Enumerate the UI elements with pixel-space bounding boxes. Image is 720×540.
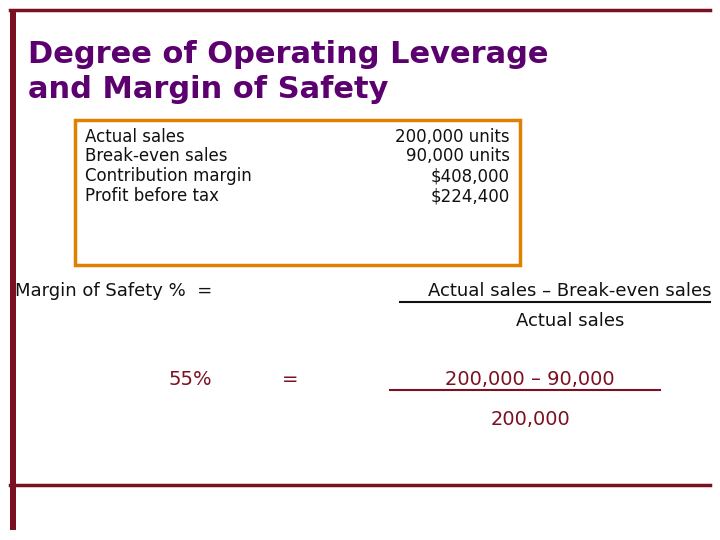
Text: $408,000: $408,000 xyxy=(431,167,510,185)
Text: $224,400: $224,400 xyxy=(431,187,510,205)
Text: Break-even sales: Break-even sales xyxy=(85,147,228,165)
Text: Contribution margin: Contribution margin xyxy=(85,167,252,185)
Bar xyxy=(10,10,16,530)
Text: and Margin of Safety: and Margin of Safety xyxy=(28,75,389,104)
Bar xyxy=(75,120,520,265)
Text: 90,000 units: 90,000 units xyxy=(406,147,510,165)
Text: Actual sales: Actual sales xyxy=(516,312,624,330)
Text: Actual sales – Break-even sales: Actual sales – Break-even sales xyxy=(428,282,712,300)
Text: 200,000: 200,000 xyxy=(490,410,570,429)
Text: 200,000 – 90,000: 200,000 – 90,000 xyxy=(445,370,615,389)
Text: Margin of Safety %  =: Margin of Safety % = xyxy=(15,282,212,300)
Text: Degree of Operating Leverage: Degree of Operating Leverage xyxy=(28,40,549,69)
Text: 200,000 units: 200,000 units xyxy=(395,128,510,146)
Text: 55%: 55% xyxy=(168,370,212,389)
Text: Actual sales: Actual sales xyxy=(85,128,185,146)
Text: =: = xyxy=(282,370,298,389)
Text: Profit before tax: Profit before tax xyxy=(85,187,219,205)
